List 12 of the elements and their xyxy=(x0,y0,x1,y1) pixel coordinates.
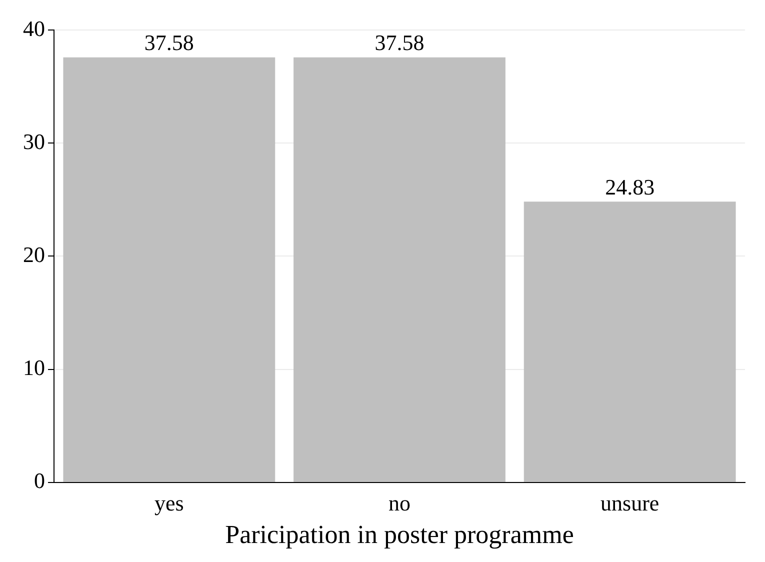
y-tick-label: 20 xyxy=(23,242,45,267)
y-tick-label: 10 xyxy=(23,355,45,380)
y-tick-label: 30 xyxy=(23,128,45,154)
data-label: 24.83 xyxy=(605,174,655,200)
y-tick-label: 0 xyxy=(34,468,45,494)
data-label: 37.58 xyxy=(374,30,424,56)
x-tick-label: no xyxy=(388,490,410,516)
data-label: 37.58 xyxy=(144,30,194,56)
x-axis-title: Paricipation in poster programme xyxy=(225,520,574,550)
x-tick-label: yes xyxy=(154,490,184,516)
y-tick-label: 40 xyxy=(23,16,45,41)
x-tick-label: unsure xyxy=(600,490,660,516)
